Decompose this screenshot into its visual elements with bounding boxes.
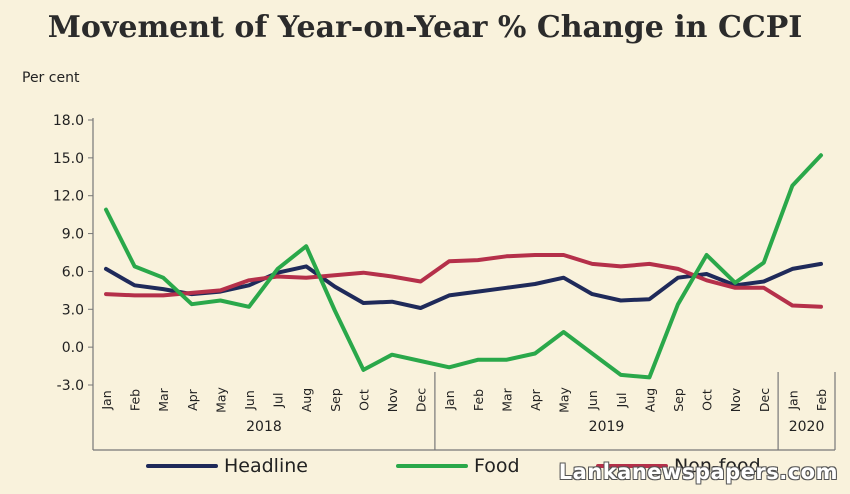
- x-tick-label: Feb: [471, 389, 486, 411]
- year-group-labels: 2018 2019 2020: [246, 419, 824, 435]
- x-tick-label: Jun: [242, 390, 257, 411]
- series-line-non-food: [104, 253, 823, 309]
- y-tick-label: 0.0: [62, 340, 84, 356]
- watermark: Lankanewspapers.com: [558, 460, 838, 484]
- x-tick-label: Sep: [328, 388, 343, 412]
- x-tick-label: Jan: [99, 390, 114, 410]
- x-tick-label: Apr: [185, 388, 200, 410]
- x-tick-label: May: [557, 386, 572, 412]
- x-tick-label: Mar: [156, 387, 171, 411]
- x-tick-label: Oct: [700, 389, 715, 411]
- x-tick-label: Jan: [785, 390, 800, 410]
- year-label: 2018: [246, 419, 282, 435]
- y-tick-label: 12.0: [53, 189, 84, 205]
- y-tick-label: -3.0: [57, 378, 84, 394]
- series-line-food: [104, 153, 823, 380]
- y-tick-labels: 18.0 15.0 12.0 9.0 6.0 3.0 0.0 -3.0: [53, 113, 84, 394]
- x-tick-label: Jun: [585, 390, 600, 411]
- y-tick-label: 18.0: [53, 113, 84, 129]
- x-tick-label: Jul: [614, 392, 629, 408]
- x-tick-label: Nov: [728, 387, 743, 412]
- x-tick-label: May: [213, 386, 228, 412]
- x-tick-label: Aug: [299, 388, 314, 412]
- y-axis-label: Per cent: [22, 70, 80, 86]
- legend-label: Food: [474, 455, 520, 477]
- y-tick-label: 6.0: [62, 264, 84, 280]
- legend-label: Headline: [224, 455, 308, 477]
- x-tick-label: Feb: [814, 389, 829, 411]
- x-tick-label: Dec: [414, 388, 429, 412]
- y-tick-label: 15.0: [53, 151, 84, 167]
- x-tick-label: Sep: [671, 388, 686, 412]
- x-tick-label: Dec: [757, 388, 772, 412]
- legend-label: Non-food: [674, 455, 761, 477]
- x-tick-label: Apr: [528, 388, 543, 410]
- x-tick-labels: Jan Feb Mar Apr May Jun Jul Aug Sep Oct Nov Dec Jan F…: [99, 386, 829, 412]
- legend: Headline Food Non-food: [146, 455, 761, 477]
- y-tick-label: 9.0: [62, 227, 84, 243]
- x-tick-label: Jul: [271, 392, 286, 408]
- x-tick-label: Oct: [356, 389, 371, 411]
- x-tick-label: Jan: [442, 390, 457, 410]
- series-lines: [104, 153, 823, 380]
- x-tick-label: Aug: [642, 388, 657, 412]
- x-tick-label: Mar: [499, 387, 514, 411]
- year-label: 2019: [589, 419, 625, 435]
- axes: [88, 118, 836, 451]
- year-label: 2020: [789, 419, 825, 435]
- chart-title: Movement of Year-on-Year % Change in CCP…: [47, 10, 803, 45]
- y-tick-label: 3.0: [62, 302, 84, 318]
- x-tick-label: Feb: [128, 389, 143, 411]
- x-tick-label: Nov: [385, 387, 400, 412]
